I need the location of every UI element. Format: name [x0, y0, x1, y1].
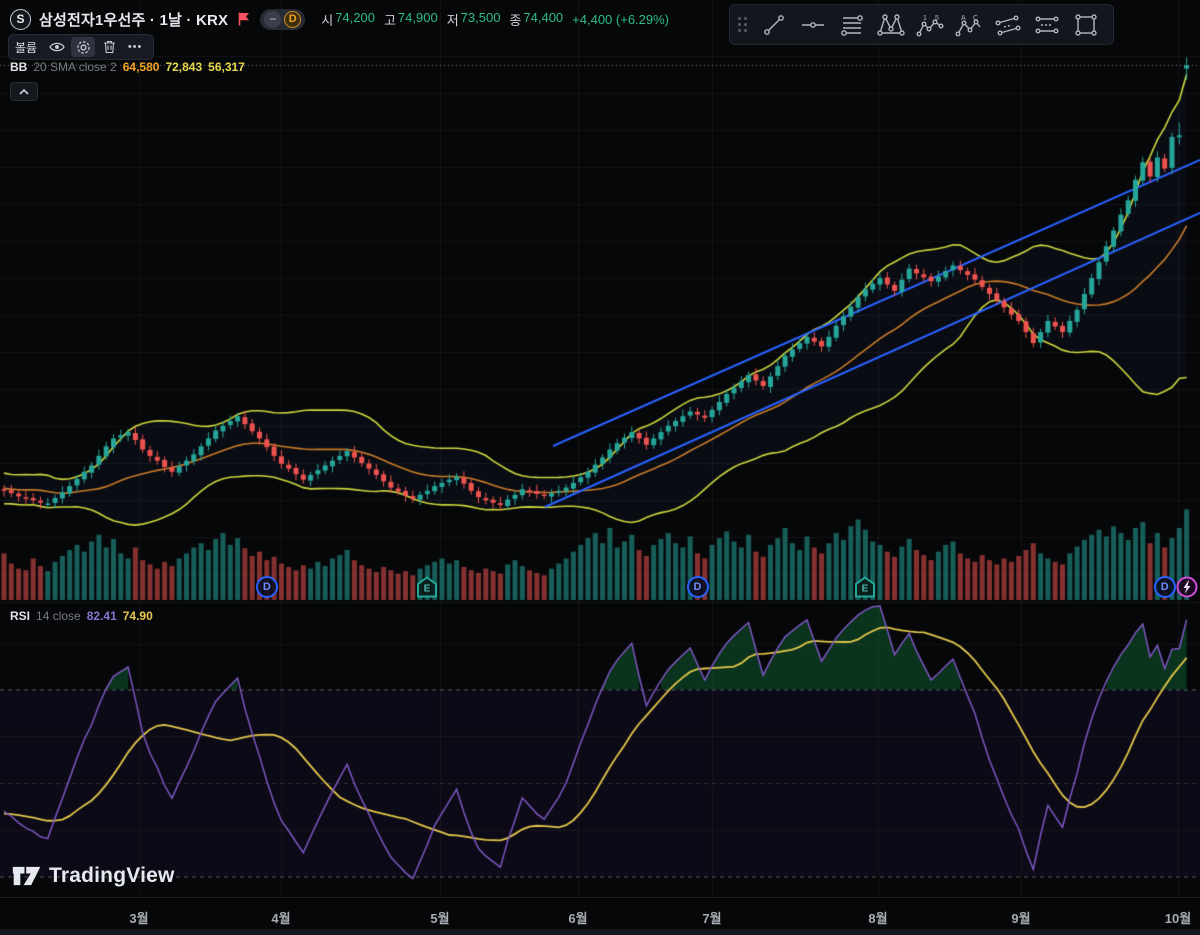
high-label: 고	[383, 12, 396, 28]
symbol-header: S 삼성전자1우선주 · 1날 · KRX − D 시 74,200 고 74,90…	[10, 7, 669, 31]
time-axis-label: 9월	[1011, 911, 1031, 926]
time-axis-label: 3월	[129, 911, 149, 926]
rsi-indicator-legend[interactable]: RSI 14 close 82.41 74.90	[10, 609, 153, 623]
rsi-ma-value: 74.90	[122, 609, 153, 623]
horizontal-line-icon[interactable]	[793, 7, 832, 43]
parallel-channel-icon[interactable]	[988, 7, 1027, 43]
time-axis-label: 8월	[868, 911, 888, 926]
eye-icon[interactable]	[45, 37, 69, 57]
interval-capsule[interactable]: − D	[260, 8, 306, 30]
dividend-badge[interactable]: D	[686, 576, 709, 598]
trend-line-icon[interactable]	[754, 7, 793, 43]
dividend-badge[interactable]: D	[1153, 576, 1176, 598]
bb-lower-value: 56,317	[208, 60, 245, 74]
time-axis-label: 6월	[568, 911, 588, 926]
tradingview-watermark: TradingView	[12, 864, 175, 888]
rsi-name: RSI	[10, 609, 31, 623]
open-value: 74,200	[335, 9, 375, 25]
high-value: 74,900	[397, 9, 438, 25]
close-label: 종	[509, 12, 522, 28]
trash-icon[interactable]	[97, 37, 121, 57]
symbol-title[interactable]: 삼성전자1우선주 · 1날 · KRX	[39, 11, 229, 29]
svg-text:C: C	[973, 15, 978, 22]
bb-basis-value: 64,580	[122, 60, 160, 74]
close-value: 74,400	[523, 9, 564, 25]
earnings-badge[interactable]: E	[416, 576, 438, 598]
svg-text:A: A	[961, 15, 966, 22]
rectangle-icon[interactable]	[1066, 7, 1105, 43]
bb-indicator-legend[interactable]: BB 20 SMA close 2 64,580 72,843 56,317	[10, 60, 245, 74]
chevron-up-icon	[19, 88, 29, 95]
volume-legend-toolbar: 볼륨 •••	[8, 34, 155, 60]
bb-name: BB	[10, 60, 28, 74]
symbol-logo[interactable]: S	[10, 8, 31, 30]
settings-icon[interactable]	[71, 37, 96, 57]
time-axis[interactable]: 3월 4월 5월 6월 7월 8월 9월 10월	[0, 897, 1200, 929]
time-axis-label: 4월	[271, 911, 291, 926]
earnings-badge[interactable]: E	[854, 576, 876, 598]
bb-params: 20 SMA close 2	[33, 60, 117, 74]
xabcd-pattern-icon[interactable]	[871, 7, 910, 43]
open-label: 시	[321, 12, 334, 28]
flat-channel-icon[interactable]	[1027, 7, 1066, 43]
svg-text:1: 1	[923, 15, 927, 22]
volume-indicator-label: 볼륨	[15, 40, 38, 55]
interval-day-badge[interactable]: D	[284, 10, 302, 28]
time-axis-label: 7월	[702, 911, 722, 926]
time-axis-label: 10월	[1164, 911, 1192, 926]
more-icon[interactable]: •••	[127, 41, 143, 53]
bb-upper-value: 72,843	[165, 60, 203, 74]
drag-handle-icon[interactable]	[738, 16, 748, 33]
low-label: 저	[446, 12, 459, 28]
dividend-badge[interactable]: D	[255, 576, 278, 598]
rsi-value: 82.41	[86, 609, 117, 623]
time-axis-label: 5월	[430, 911, 450, 926]
change-value: +4,400 (+6.29%)	[572, 11, 670, 27]
flash-event-badge[interactable]	[1176, 576, 1198, 598]
low-value: 73,500	[460, 9, 501, 25]
bottom-toolbar-strip	[0, 929, 1200, 935]
fib-retracement-icon[interactable]	[832, 7, 871, 43]
svg-text:E: E	[424, 584, 431, 595]
tradingview-watermark-text: TradingView	[49, 864, 175, 887]
flag-icon[interactable]	[236, 11, 252, 27]
rsi-params: 14 close	[36, 609, 81, 623]
tradingview-logo-icon	[12, 866, 41, 886]
svg-text:5: 5	[935, 15, 939, 22]
ohlc-readout: 시 74,200 고 74,900 저 73,500 종 74,400 +4,400 (…	[321, 10, 669, 29]
collapse-legend-button[interactable]	[10, 82, 38, 101]
svg-text:E: E	[862, 584, 869, 595]
minus-icon[interactable]: −	[264, 10, 282, 28]
